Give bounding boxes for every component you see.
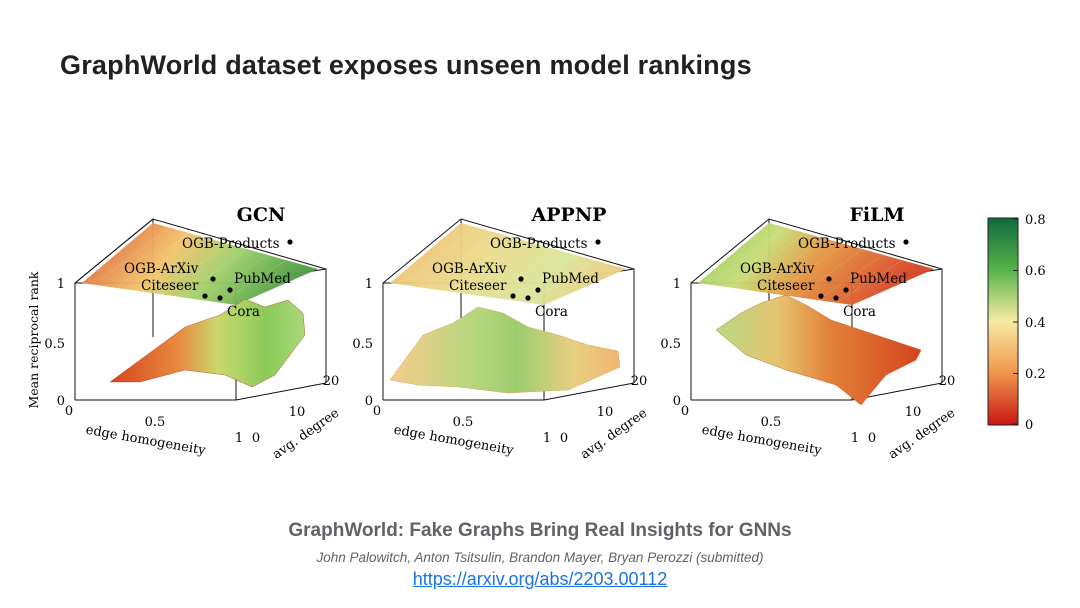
paper-link[interactable]: https://arxiv.org/abs/2203.00112 bbox=[412, 569, 668, 589]
label-citeseer: Citeseer bbox=[141, 278, 199, 294]
point-pubmed bbox=[227, 287, 233, 293]
z-tick: 0 bbox=[673, 394, 681, 409]
point-citeseer bbox=[202, 293, 208, 299]
label-cora: Cora bbox=[535, 304, 568, 320]
plane-surface bbox=[698, 223, 934, 305]
colorbar-tick: 0.8 bbox=[1025, 213, 1046, 228]
z-tick: 1 bbox=[365, 277, 373, 292]
x-tick: 1 bbox=[543, 431, 551, 446]
chart-title: FiLM bbox=[849, 204, 904, 226]
point-pubmed bbox=[535, 287, 541, 293]
x-tick: 1 bbox=[235, 431, 243, 446]
mrr-surface bbox=[389, 306, 621, 394]
chart-gcn: GCN OGB-Products OGB-ArXiv PubMed Citese… bbox=[26, 204, 340, 463]
z-tick: 0.5 bbox=[660, 337, 681, 352]
point-citeseer bbox=[510, 293, 516, 299]
colorbar: 0.8 0.6 0.4 0.2 0 bbox=[987, 213, 1046, 433]
y-tick: 20 bbox=[631, 374, 648, 389]
point-ogb-arxiv bbox=[210, 276, 216, 282]
x-tick: 0 bbox=[65, 404, 73, 419]
x-tick: 0.5 bbox=[145, 415, 166, 430]
x-tick: 0.5 bbox=[453, 415, 474, 430]
label-ogb-products: OGB-Products bbox=[798, 236, 896, 252]
mrr-surface bbox=[715, 294, 922, 406]
label-cora: Cora bbox=[227, 304, 260, 320]
chart-film: FiLM OGB-Products OGB-ArXiv PubMed Cites… bbox=[660, 204, 956, 463]
z-tick: 1 bbox=[673, 277, 681, 292]
z-tick: 0.5 bbox=[44, 337, 65, 352]
point-ogb-products bbox=[595, 239, 601, 245]
colorbar-tick: 0.6 bbox=[1025, 264, 1046, 279]
y-tick: 10 bbox=[905, 405, 922, 420]
point-pubmed bbox=[843, 287, 849, 293]
y-tick: 0 bbox=[252, 431, 260, 446]
colorbar-tick: 0.2 bbox=[1025, 367, 1046, 382]
label-ogb-products: OGB-Products bbox=[490, 236, 588, 252]
colorbar-tick: 0.4 bbox=[1025, 316, 1046, 331]
point-ogb-arxiv bbox=[518, 276, 524, 282]
z-tick: 0.5 bbox=[352, 337, 373, 352]
label-ogb-products: OGB-Products bbox=[182, 236, 280, 252]
y-tick: 20 bbox=[939, 374, 956, 389]
z-tick: 0 bbox=[365, 394, 373, 409]
z-axis-label: Mean reciprocal rank bbox=[26, 271, 41, 408]
label-citeseer: Citeseer bbox=[757, 278, 815, 294]
plane-surface bbox=[82, 223, 318, 305]
plane-surface bbox=[390, 223, 626, 305]
x-tick: 0 bbox=[681, 404, 689, 419]
z-tick: 1 bbox=[57, 277, 65, 292]
z-tick: 0 bbox=[57, 394, 65, 409]
y-tick: 0 bbox=[868, 431, 876, 446]
x-tick: 1 bbox=[851, 431, 859, 446]
y-tick: 0 bbox=[560, 431, 568, 446]
slide-title: GraphWorld dataset exposes unseen model … bbox=[60, 50, 752, 80]
label-cora: Cora bbox=[843, 304, 876, 320]
label-citeseer: Citeseer bbox=[449, 278, 507, 294]
point-ogb-products bbox=[903, 239, 909, 245]
paper-authors: John Palowitch, Anton Tsitsulin, Brandon… bbox=[316, 550, 764, 565]
label-ogb-arxiv: OGB-ArXiv bbox=[740, 261, 815, 277]
label-pubmed: PubMed bbox=[234, 271, 291, 287]
x-tick: 0.5 bbox=[761, 415, 782, 430]
chart-title: APPNP bbox=[531, 204, 607, 226]
paper-title: GraphWorld: Fake Graphs Bring Real Insig… bbox=[288, 520, 792, 541]
label-pubmed: PubMed bbox=[850, 271, 907, 287]
point-ogb-products bbox=[287, 239, 293, 245]
point-cora bbox=[833, 295, 839, 301]
chart-appnp: APPNP OGB-Products OGB-ArXiv PubMed Cite… bbox=[352, 204, 648, 463]
mrr-surface bbox=[109, 298, 306, 388]
y-tick: 10 bbox=[289, 405, 306, 420]
point-ogb-arxiv bbox=[826, 276, 832, 282]
y-tick: 20 bbox=[323, 374, 340, 389]
point-cora bbox=[217, 295, 223, 301]
label-ogb-arxiv: OGB-ArXiv bbox=[432, 261, 507, 277]
colorbar-tick: 0 bbox=[1025, 418, 1033, 433]
x-tick: 0 bbox=[373, 404, 381, 419]
y-tick: 10 bbox=[597, 405, 614, 420]
chart-title: GCN bbox=[237, 204, 286, 226]
label-ogb-arxiv: OGB-ArXiv bbox=[124, 261, 199, 277]
point-cora bbox=[525, 295, 531, 301]
label-pubmed: PubMed bbox=[542, 271, 599, 287]
point-citeseer bbox=[818, 293, 824, 299]
